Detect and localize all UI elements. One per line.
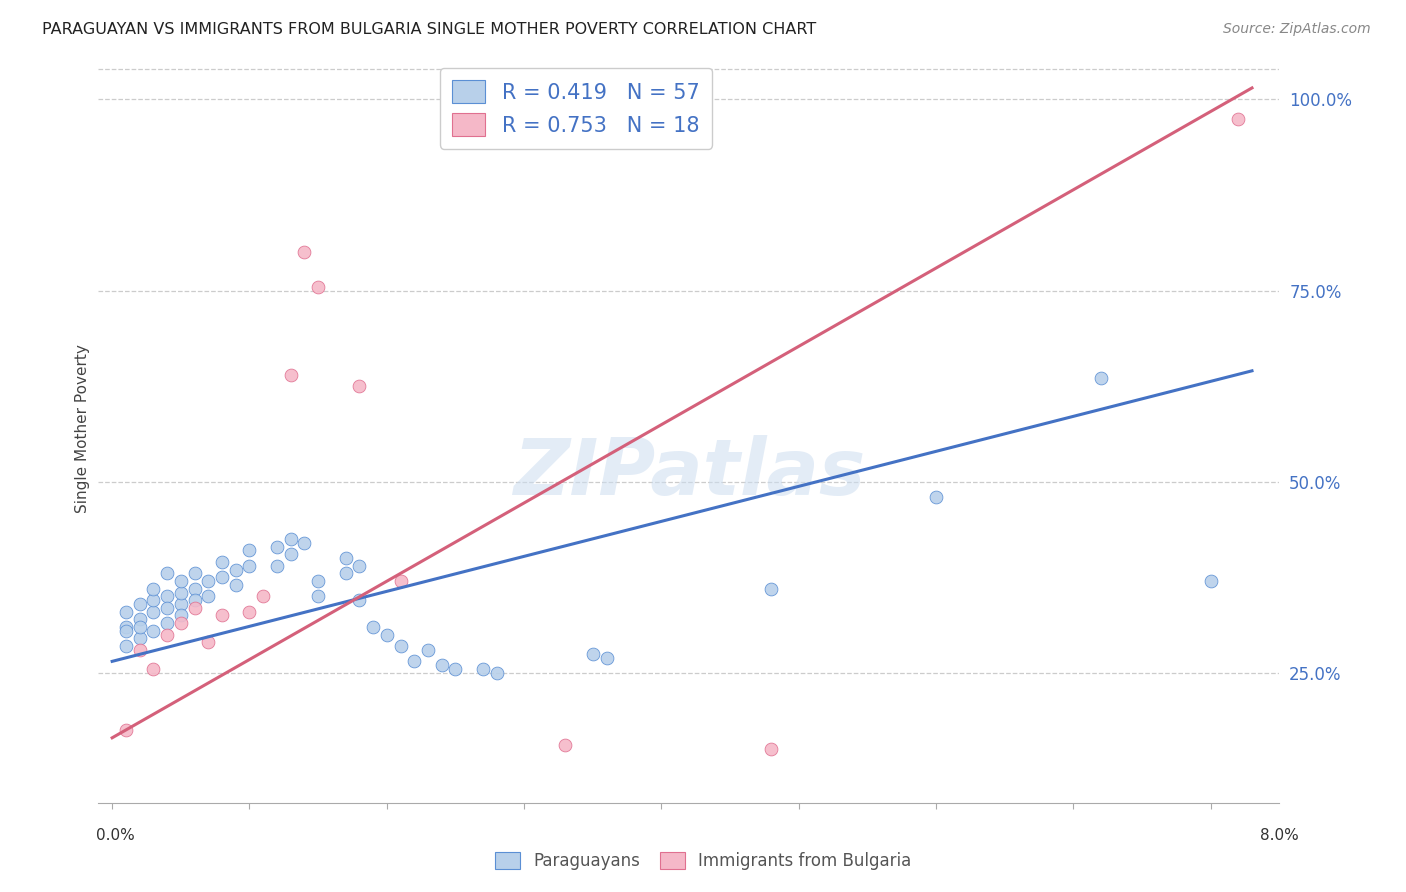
Point [280, 532, 302, 546]
Point [142, 593, 165, 607]
Point [1199, 574, 1222, 588]
Point [307, 279, 329, 293]
Point [115, 723, 138, 738]
Point [349, 593, 371, 607]
Text: ZIPatlas: ZIPatlas [513, 435, 865, 511]
Point [142, 582, 165, 596]
Point [115, 605, 138, 619]
Point [142, 605, 165, 619]
Legend: Paraguayans, Immigrants from Bulgaria: Paraguayans, Immigrants from Bulgaria [488, 845, 918, 877]
Text: PARAGUAYAN VS IMMIGRANTS FROM BULGARIA SINGLE MOTHER POVERTY CORRELATION CHART: PARAGUAYAN VS IMMIGRANTS FROM BULGARIA S… [42, 22, 817, 37]
Legend: R = 0.419   N = 57, R = 0.753   N = 18: R = 0.419 N = 57, R = 0.753 N = 18 [440, 68, 713, 148]
Point [1090, 371, 1112, 385]
Point [211, 555, 233, 569]
Point [485, 665, 508, 680]
Text: 0.0%: 0.0% [96, 829, 135, 843]
Point [595, 650, 617, 665]
Point [375, 627, 398, 641]
Point [582, 647, 605, 661]
Point [294, 245, 316, 260]
Point [156, 600, 179, 615]
Point [211, 570, 233, 584]
Point [238, 605, 260, 619]
Point [197, 635, 219, 649]
Point [225, 578, 247, 592]
Point [266, 558, 288, 573]
Point [170, 574, 193, 588]
Point [170, 597, 193, 611]
Text: 8.0%: 8.0% [1260, 829, 1299, 843]
Point [252, 590, 274, 604]
Point [238, 558, 260, 573]
Point [335, 551, 357, 566]
Point [128, 632, 150, 646]
Point [761, 742, 783, 756]
Point [471, 662, 494, 676]
Point [170, 616, 193, 631]
Point [444, 662, 467, 676]
Point [266, 540, 288, 554]
Point [197, 590, 219, 604]
Point [335, 566, 357, 581]
Point [761, 582, 783, 596]
Point [142, 624, 165, 638]
Point [183, 582, 205, 596]
Point [349, 558, 371, 573]
Point [1227, 112, 1250, 126]
Point [156, 566, 179, 581]
Point [280, 368, 302, 382]
Point [349, 379, 371, 393]
Point [430, 658, 453, 673]
Point [128, 643, 150, 657]
Y-axis label: Single Mother Poverty: Single Mother Poverty [75, 343, 90, 513]
Point [554, 739, 576, 753]
Point [404, 654, 426, 668]
Point [183, 600, 205, 615]
Point [307, 574, 329, 588]
Point [115, 624, 138, 638]
Point [183, 566, 205, 581]
Point [389, 574, 412, 588]
Point [197, 574, 219, 588]
Point [170, 585, 193, 599]
Point [115, 639, 138, 653]
Point [307, 590, 329, 604]
Point [170, 608, 193, 623]
Point [115, 620, 138, 634]
Point [925, 490, 948, 504]
Text: Source: ZipAtlas.com: Source: ZipAtlas.com [1223, 22, 1371, 37]
Point [416, 643, 439, 657]
Point [225, 563, 247, 577]
Point [142, 662, 165, 676]
Point [183, 593, 205, 607]
Point [128, 612, 150, 626]
Point [294, 536, 316, 550]
Point [389, 639, 412, 653]
Point [156, 627, 179, 641]
Point [128, 620, 150, 634]
Point [128, 597, 150, 611]
Point [238, 543, 260, 558]
Point [156, 616, 179, 631]
Point [156, 590, 179, 604]
Point [280, 547, 302, 561]
Point [211, 608, 233, 623]
Point [361, 620, 384, 634]
